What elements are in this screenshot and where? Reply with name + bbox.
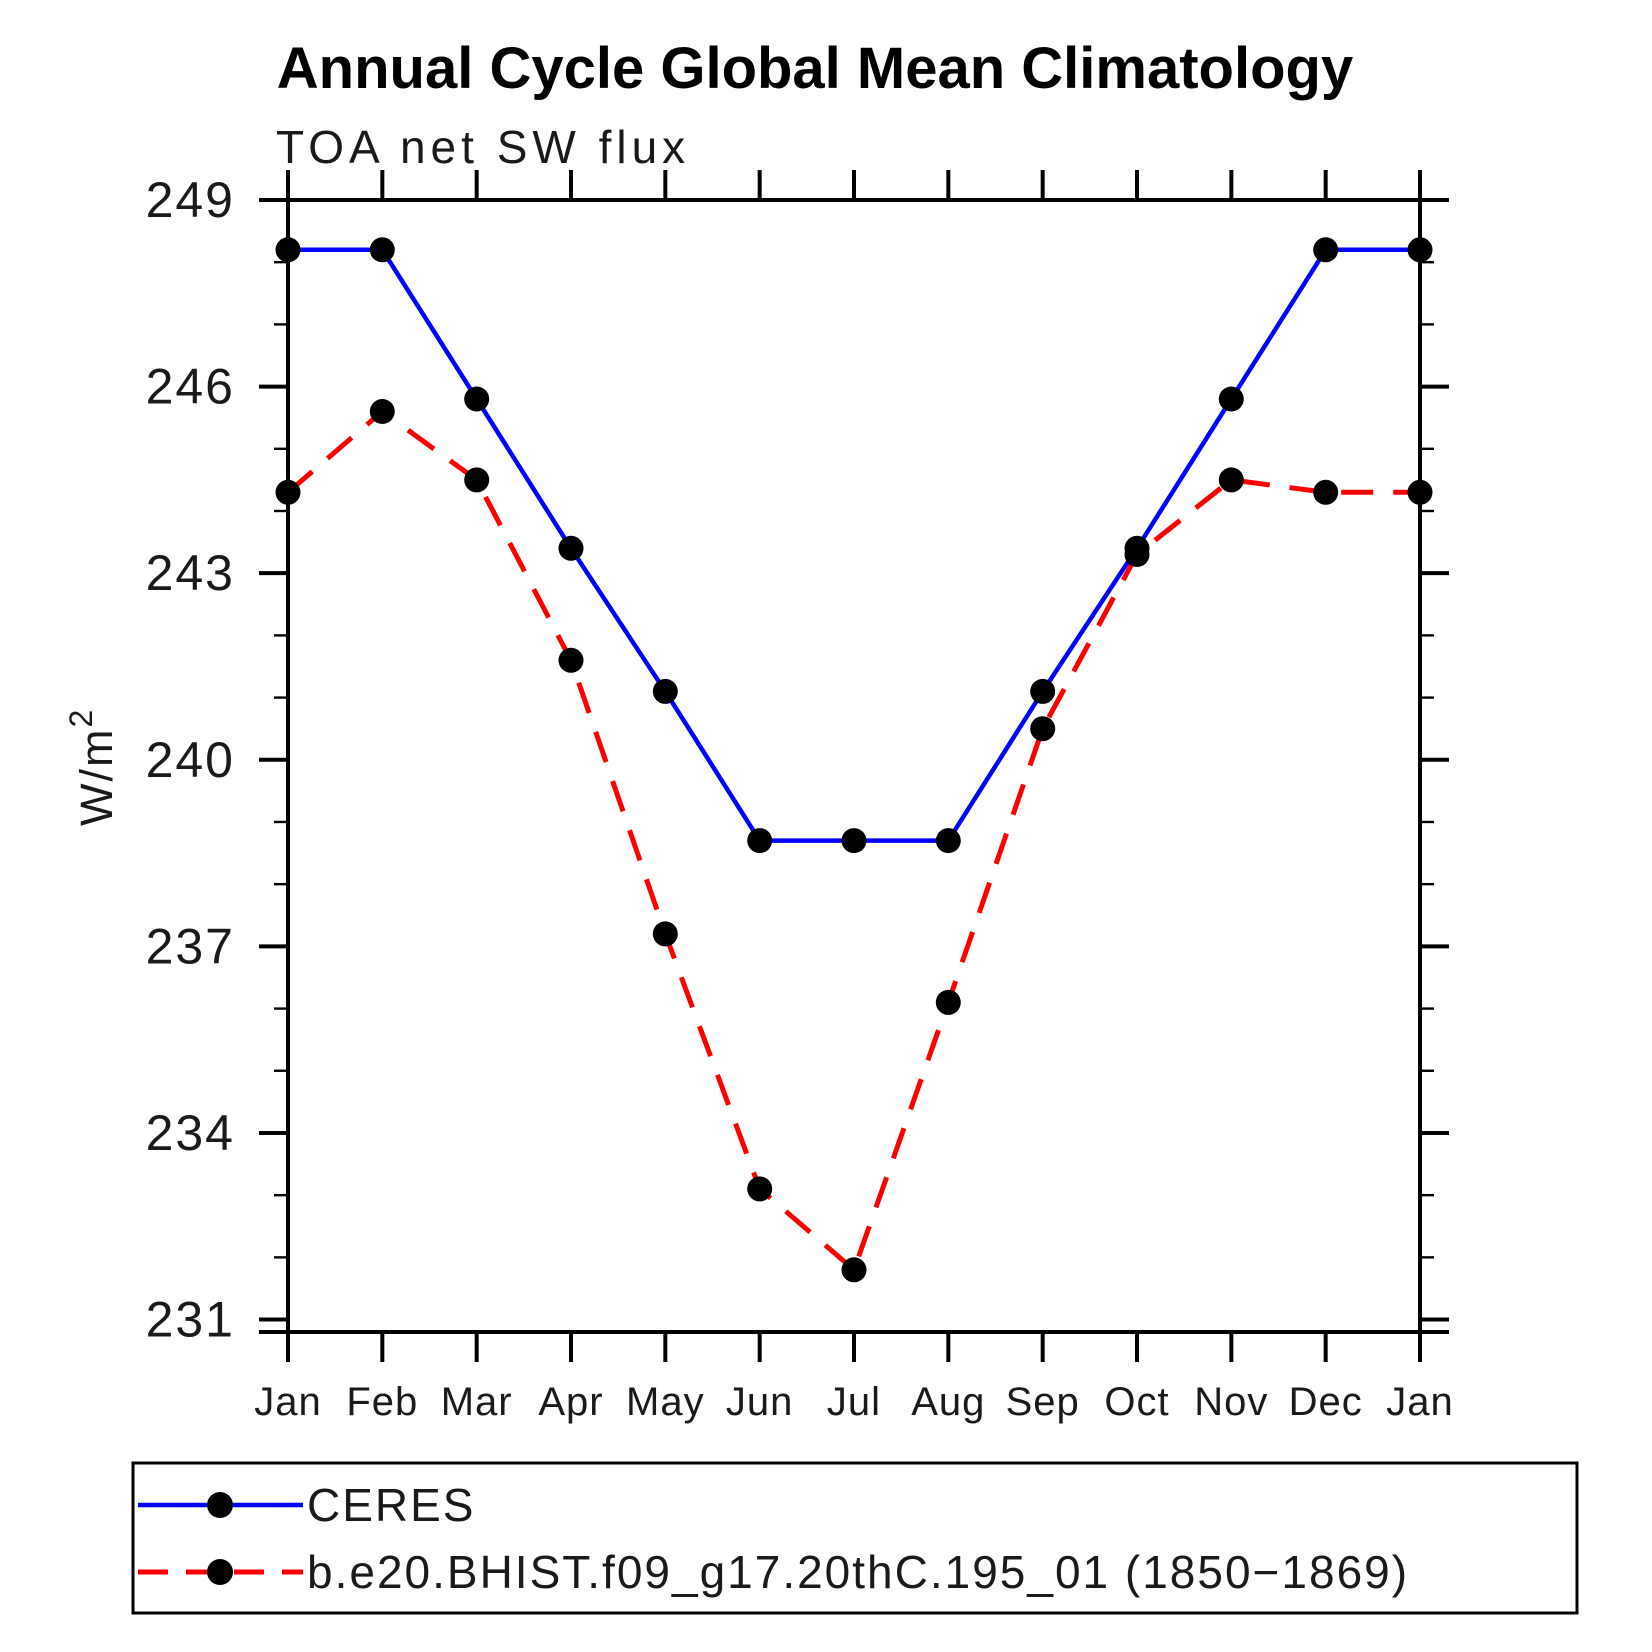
data-point-marker [1124,542,1150,567]
y-tick-label: 234 [146,1105,235,1161]
data-point-marker [275,237,301,263]
data-point-marker [464,386,490,412]
y-tick-label: 240 [146,732,235,788]
y-tick-label: 231 [146,1292,235,1348]
data-point-marker [935,989,961,1015]
x-tick-label: Jan [254,1380,322,1424]
y-tick-label: 249 [146,172,235,228]
legend-marker [207,1492,233,1518]
legend-marker [207,1559,233,1585]
data-point-marker [464,467,490,493]
y-axis-unit-exponent: 2 [63,708,99,728]
x-tick-label: Sep [1006,1380,1080,1424]
data-point-marker [841,828,867,854]
data-point-marker [275,479,301,505]
axes: 231 234 237 240 243 246 249 Jan Feb Mar Apr May Jun J… [146,170,1454,1424]
data-point-marker [1030,678,1056,704]
data-point-marker [1218,386,1244,412]
data-point-marker [747,828,773,854]
data-point-marker [841,1257,867,1283]
x-tick-label: Aug [911,1380,985,1424]
x-tick-label: Jul [827,1380,881,1424]
x-tick-label: Nov [1194,1380,1268,1424]
legend-label: CERES [307,1479,475,1531]
data-point-marker [935,828,961,854]
x-tick-label: Oct [1104,1380,1169,1424]
legend: CERES b.e20.BHIST.f09_g17.20thC.195_01 (1… [131,1461,1579,1615]
y-axis-unit: W/m [71,728,122,826]
legend-label: b.e20.BHIST.f09_g17.20thC.195_01 (1850−1… [307,1546,1409,1598]
y-tick-label: 237 [146,918,235,974]
data-point-marker [1218,467,1244,493]
data-point-marker [1313,237,1339,263]
data-point-marker [558,647,584,673]
x-tick-label: Feb [346,1380,418,1424]
series-lines [275,237,1433,1283]
data-point-marker [652,921,678,947]
y-tick-label: 243 [146,545,235,601]
data-point-marker [1407,479,1433,505]
x-tick-label: Apr [538,1380,603,1424]
page-title: Annual Cycle Global Mean Climatology [277,36,1353,101]
y-tick-label: 246 [146,359,235,415]
x-tick-label: May [626,1380,705,1424]
data-point-marker [1407,237,1433,263]
y-axis-title: W/m2 [63,708,122,826]
data-point-marker [652,678,678,704]
data-point-marker [558,535,584,561]
data-point-marker [1030,716,1056,742]
series-line-0 [288,247,1420,843]
svg-text:W/m2: W/m2 [63,708,122,826]
data-point-marker [369,237,395,263]
x-tick-label: Jun [726,1380,794,1424]
x-tick-label: Dec [1289,1380,1363,1424]
data-point-marker [369,399,395,424]
chart-subtitle: TOA net SW flux [276,121,690,173]
data-point-marker [1313,479,1339,505]
x-tick-label: Jan [1386,1380,1454,1424]
legend-box [131,1461,1579,1615]
data-point-marker [747,1176,773,1202]
x-tick-label: Mar [441,1380,513,1424]
